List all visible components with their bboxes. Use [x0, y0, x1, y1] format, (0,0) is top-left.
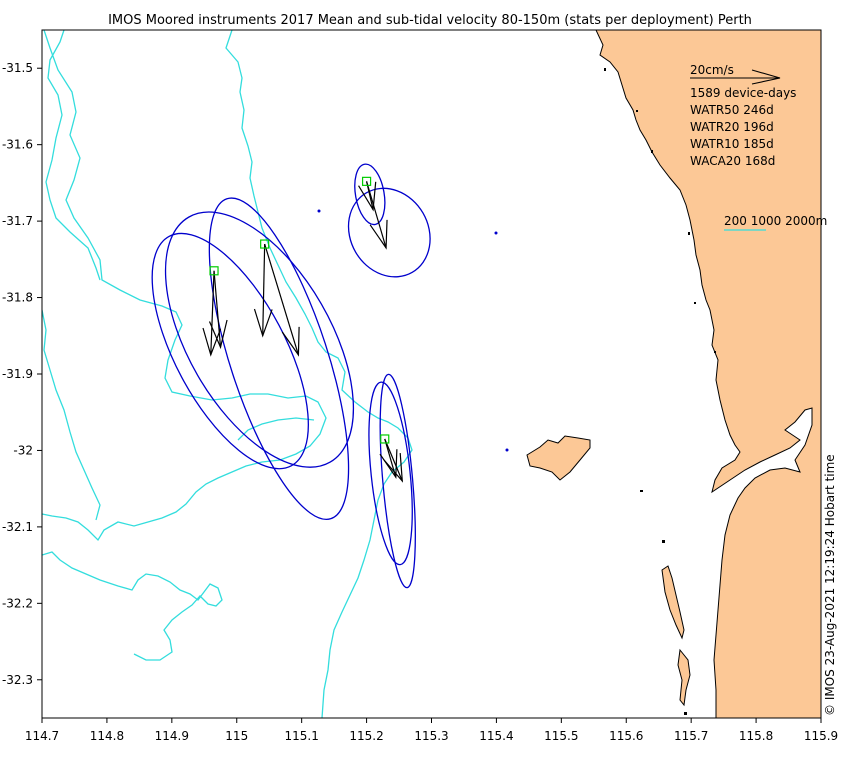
land-garden-island: [661, 565, 685, 640]
land-rottnest: [526, 435, 591, 481]
mooring-marker: [361, 176, 372, 186]
variance-ellipse: [354, 163, 386, 226]
x-tick-label: 115.7: [674, 729, 708, 743]
map-title: IMOS Moored instruments 2017 Mean and su…: [108, 13, 752, 28]
y-tick-label: -32.2: [2, 596, 33, 610]
variance-ellipse: [379, 373, 416, 589]
isobath-legend-label: 200 1000 2000m: [724, 214, 827, 228]
y-tick-label: -32.3: [2, 673, 33, 687]
y-tick-label: -31.5: [2, 61, 33, 75]
x-tick-label: 114.9: [155, 729, 189, 743]
variance-ellipses: [151, 163, 431, 589]
velocity-arrows: [202, 181, 404, 483]
velocity-arrow: [253, 244, 273, 338]
small-islands: [317, 68, 716, 715]
x-tick-label: 115.5: [544, 729, 578, 743]
scale-arrow: [690, 69, 781, 85]
velocity-arrow: [202, 270, 222, 357]
x-axis-ticks: 114.7 114.8 114.9 115 115.1 115.2 115.3 115.4 11…: [25, 718, 838, 743]
station-label-2: WATR20 196d: [690, 120, 774, 134]
y-tick-label: -32.1: [2, 520, 33, 534]
variance-ellipse: [347, 187, 431, 278]
x-tick-label: 115.4: [479, 729, 513, 743]
isobath-1000m: [42, 30, 327, 542]
x-tick-label: 114.7: [25, 729, 59, 743]
x-tick-label: 114.8: [90, 729, 124, 743]
y-tick-label: -31.6: [2, 138, 33, 152]
isobath-lines: [42, 30, 413, 718]
x-tick-label: 115: [225, 729, 248, 743]
y-tick-label: -31.7: [2, 214, 33, 228]
y-axis-ticks: -31.5 -31.6 -31.7 -31.8 -31.9 -32 -32.1 -32.2 -3…: [2, 61, 42, 687]
station-label-3: WATR10 185d: [690, 137, 774, 151]
scale-arrow-label: 20cm/s: [690, 63, 734, 77]
credit-text: © IMOS 23-Aug-2021 12:19:24 Hobart time: [823, 454, 837, 716]
x-tick-label: 115.1: [284, 729, 318, 743]
device-days-label: 1589 device-days: [690, 86, 796, 100]
isobath-deep-west: [42, 309, 101, 521]
x-tick-label: 115.9: [804, 729, 838, 743]
isobath-spur: [237, 417, 315, 441]
x-tick-label: 115.8: [739, 729, 773, 743]
isobath-2000m: [45, 30, 101, 281]
station-label-4: WACA20 168d: [690, 154, 775, 168]
y-tick-label: -31.8: [2, 291, 33, 305]
velocity-arrow: [264, 243, 300, 357]
x-tick-label: 115.2: [349, 729, 383, 743]
y-tick-label: -32: [13, 443, 33, 457]
legend: 20cm/s 1589 device-days WATR50 246d WATR…: [690, 63, 827, 231]
station-label-1: WATR50 246d: [690, 103, 774, 117]
mooring-marker: [209, 266, 219, 276]
y-tick-label: -31.9: [2, 367, 33, 381]
isobath-200m: [225, 30, 413, 718]
velocity-arrow: [383, 438, 404, 483]
mooring-markers: [209, 176, 390, 444]
variance-ellipse: [151, 232, 309, 470]
mooring-marker: [380, 434, 390, 444]
isobath-2000m-south: [42, 551, 223, 661]
variance-ellipse: [208, 197, 350, 521]
variance-ellipse: [164, 211, 355, 468]
velocity-arrow: [366, 181, 388, 250]
variance-ellipse: [368, 381, 413, 566]
x-tick-label: 115.6: [609, 729, 643, 743]
velocity-arrow: [208, 270, 228, 350]
x-tick-label: 115.3: [414, 729, 448, 743]
land-south-sliver: [677, 648, 691, 707]
mooring-marker: [260, 239, 270, 249]
